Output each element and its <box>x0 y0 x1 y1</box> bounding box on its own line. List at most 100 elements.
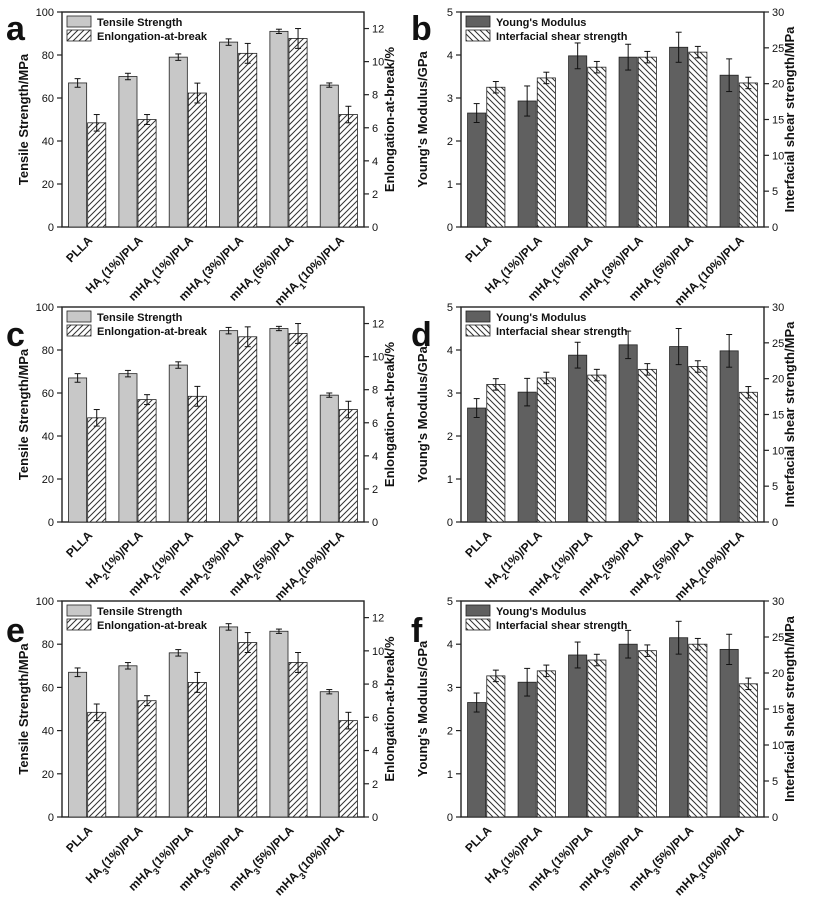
bar-primary <box>319 691 339 818</box>
y2-tick-label: 15 <box>772 704 784 716</box>
x-tick-part: 3 <box>101 866 112 877</box>
bar-secondary <box>536 670 556 818</box>
x-tick-part: 3 <box>252 866 263 877</box>
x-tick-part: 2 <box>601 571 612 582</box>
bar-primary <box>467 407 487 523</box>
panel-e: e 0 20 40 60 80 100 0 2 4 6 8 10 12 Tensile Strength/M… <box>6 596 397 898</box>
x-tick-part: 2 <box>697 576 708 587</box>
y2-tick-label: 0 <box>772 517 778 529</box>
panel-f: f 0 1 2 3 4 5 0 5 10 15 20 25 30 Young's Modulus/GPa In… <box>411 596 797 898</box>
y-tick-label: 2 <box>447 431 453 443</box>
y-tick-label: 0 <box>48 517 54 529</box>
bar-primary <box>68 671 88 818</box>
x-tick-part: (1%)/PLA <box>498 823 545 870</box>
x-tick-part: 3 <box>601 866 612 877</box>
bar-secondary <box>137 119 157 228</box>
bar-primary <box>669 637 689 818</box>
x-tick-part: 1 <box>550 276 561 287</box>
y-tick-label: 0 <box>48 222 54 234</box>
y2-tick-label: 8 <box>372 385 378 397</box>
x-tick-part: PLLA <box>462 233 494 265</box>
y2-axis-title: Enlongation-at-break/% <box>382 341 397 487</box>
legend-swatch <box>66 324 92 337</box>
y-axis-title: Young's Modulus/GPa <box>415 51 430 188</box>
y-tick-label: 40 <box>42 726 54 738</box>
y2-tick-label: 10 <box>772 740 784 752</box>
panel-letter: f <box>411 612 423 650</box>
y2-tick-label: 6 <box>372 123 378 135</box>
bar-primary <box>68 377 88 523</box>
y2-tick-label: 4 <box>372 156 378 168</box>
x-tick-part: PLLA <box>63 233 95 265</box>
bar-primary <box>568 654 588 818</box>
legend-label: Tensile Strength <box>97 312 183 324</box>
y2-tick-label: 0 <box>372 222 378 234</box>
y2-tick-label: 25 <box>772 338 784 350</box>
y2-tick-label: 6 <box>372 418 378 430</box>
y2-axis-title: Interfacial shear strength/MPa <box>782 26 797 212</box>
y-tick-label: 40 <box>42 431 54 443</box>
bar-secondary <box>187 92 207 228</box>
y-tick-label: 3 <box>447 93 453 105</box>
x-tick-part: mHA <box>626 864 656 894</box>
x-tick-part: 1 <box>252 276 263 287</box>
bar-secondary <box>587 374 607 523</box>
y2-tick-label: 6 <box>372 712 378 724</box>
y-tick-label: 5 <box>447 302 453 314</box>
bar-primary <box>269 30 289 228</box>
x-tick-part: 3 <box>550 866 561 877</box>
x-tick-part: (5%)/PLA <box>249 823 296 870</box>
x-tick-part: (10%)/PLA <box>695 823 747 875</box>
x-tick-part: 2 <box>201 571 212 582</box>
bar-secondary <box>587 659 607 818</box>
y-tick-label: 4 <box>447 345 453 357</box>
bar-secondary <box>187 395 207 523</box>
bar-secondary <box>87 122 107 228</box>
y-tick-label: 1 <box>447 474 453 486</box>
y-axis-title: Young's Modulus/GPa <box>415 346 430 483</box>
bar-primary <box>618 643 638 818</box>
legend-label: Young's Modulus <box>496 312 586 324</box>
x-tick-part: PLLA <box>462 823 494 855</box>
bar-secondary <box>187 682 207 818</box>
x-tick-part: (5%)/PLA <box>249 528 296 575</box>
bar-secondary <box>738 683 758 818</box>
x-tick-part: mHA <box>125 274 155 304</box>
x-tick-part: 2 <box>651 571 662 582</box>
y-axis-title: Young's Modulus/GPa <box>415 640 430 777</box>
y2-axis-title: Interfacial shear strength/MPa <box>782 615 797 801</box>
x-tick-part: mHA <box>626 569 656 599</box>
x-tick-part: (1%)/PLA <box>548 528 595 575</box>
y-tick-label: 80 <box>42 345 54 357</box>
bar-secondary <box>137 700 157 818</box>
x-tick-part: HA <box>482 274 504 296</box>
x-tick-part: 2 <box>500 571 511 582</box>
x-tick-part: 3 <box>697 871 708 882</box>
bar-secondary <box>238 336 258 523</box>
bar-primary <box>118 665 138 818</box>
legend-label: Tensile Strength <box>97 17 183 29</box>
x-tick-part: PLLA <box>63 528 95 560</box>
x-tick-part: (1%)/PLA <box>548 233 595 280</box>
x-tick-part: mHA <box>272 279 302 309</box>
y2-tick-label: 10 <box>772 150 784 162</box>
legend-label: Interfacial shear strength <box>496 620 628 632</box>
x-tick-part: 3 <box>651 866 662 877</box>
y-tick-label: 40 <box>42 136 54 148</box>
legend-swatch <box>66 15 92 28</box>
legend-swatch <box>66 310 92 323</box>
x-tick-part: HA <box>83 864 105 886</box>
bar-secondary <box>738 82 758 228</box>
bar-primary <box>568 55 588 228</box>
y-axis-title: Tensile Strength/MPa <box>16 53 31 185</box>
x-tick-part: 1 <box>500 276 511 287</box>
legend-swatch <box>465 324 491 337</box>
bar-secondary <box>338 720 358 818</box>
y2-tick-label: 20 <box>772 668 784 680</box>
legend-swatch <box>66 604 92 617</box>
x-tick-part: HA <box>83 569 105 591</box>
x-tick-part: mHA <box>672 279 702 309</box>
x-tick-label: PLLA <box>462 233 494 265</box>
y2-tick-label: 4 <box>372 451 378 463</box>
x-tick-part: mHA <box>272 574 302 604</box>
